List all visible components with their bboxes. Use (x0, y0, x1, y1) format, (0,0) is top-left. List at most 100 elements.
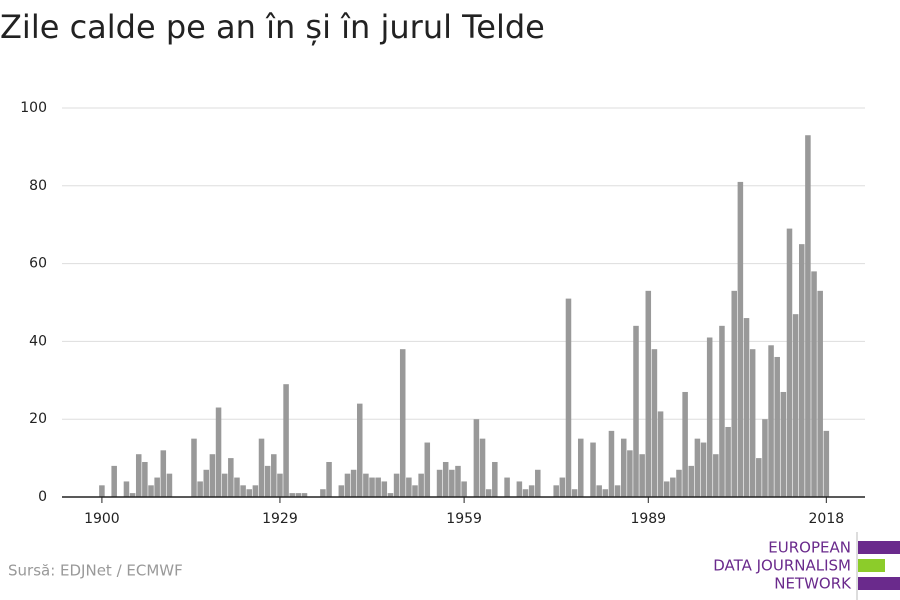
bar (148, 485, 154, 497)
bar (455, 465, 461, 497)
bar (663, 481, 670, 497)
bar (412, 485, 418, 497)
bar (436, 469, 443, 497)
logo-bar (858, 559, 885, 572)
bar (737, 181, 744, 497)
y-tick-label: 80 (29, 178, 47, 194)
bar (792, 314, 799, 497)
logo-text: NETWORK (774, 575, 852, 593)
bar (535, 469, 541, 497)
bar (461, 481, 467, 497)
bar (768, 345, 774, 497)
bar (700, 442, 707, 497)
bar (209, 454, 216, 497)
bar (706, 337, 713, 497)
bar (731, 290, 737, 497)
bar (289, 493, 295, 497)
bar (786, 228, 793, 497)
bar (369, 477, 375, 497)
bar (264, 465, 271, 497)
bar (203, 469, 210, 497)
bar (375, 477, 381, 497)
bar (504, 477, 510, 497)
bar (479, 438, 486, 497)
bar (719, 325, 725, 497)
bar (399, 349, 406, 497)
bar (252, 485, 259, 497)
bar (571, 489, 578, 497)
bar (295, 493, 302, 497)
bar (123, 481, 130, 497)
bar (387, 493, 394, 497)
bar (215, 407, 222, 497)
bar (485, 489, 492, 497)
bar (246, 489, 253, 497)
bar (676, 469, 682, 497)
source: Sursă: EDJNet / ECMWF (8, 562, 183, 580)
bar (381, 481, 388, 497)
bar (614, 485, 621, 497)
bar (651, 349, 658, 497)
bar (449, 469, 455, 497)
bar (363, 473, 369, 497)
logo-text: DATA JOURNALISM (713, 557, 851, 575)
bar (657, 411, 664, 497)
bar (620, 438, 627, 497)
x-tick-label: 1900 (84, 511, 120, 527)
bar (406, 477, 412, 497)
bar (780, 391, 787, 497)
bar (633, 325, 639, 497)
bar (645, 290, 652, 497)
bar (713, 454, 719, 497)
y-tick-label: 100 (20, 100, 47, 116)
bar (725, 426, 731, 497)
bar (682, 391, 688, 497)
bar (258, 438, 265, 497)
bar (756, 458, 762, 497)
bar (111, 465, 117, 497)
bar (639, 454, 645, 497)
bar (670, 477, 676, 497)
bar (338, 485, 345, 497)
bar (805, 135, 811, 498)
bar (418, 473, 424, 497)
bar (608, 430, 615, 497)
bar (774, 356, 780, 497)
bar (129, 493, 136, 497)
bar (240, 485, 246, 497)
bar (221, 473, 228, 497)
logo-text: EUROPEAN (768, 539, 851, 557)
bar (749, 349, 756, 497)
bar (356, 403, 363, 497)
bar (142, 461, 148, 497)
bar (350, 469, 357, 497)
bar (743, 318, 750, 497)
bar (553, 485, 559, 497)
y-tick-label: 20 (29, 411, 47, 427)
bar (492, 461, 498, 497)
logo-bar (858, 577, 900, 590)
bar (326, 461, 332, 497)
chart-title: Zile calde pe an în și în jurul Telde (0, 8, 545, 46)
bar (277, 473, 283, 497)
bar (799, 244, 805, 497)
bar (154, 477, 160, 497)
x-tick-label: 2018 (809, 511, 845, 527)
bar (301, 493, 308, 497)
bar (197, 481, 203, 497)
bar (344, 473, 351, 497)
bar (516, 481, 523, 497)
bar (99, 485, 105, 497)
y-tick-label: 0 (38, 489, 47, 505)
bar (559, 477, 566, 497)
bar (283, 384, 289, 497)
bar (817, 290, 823, 497)
logo: EUROPEAN DATA JOURNALISM NETWORK (713, 532, 900, 600)
x-tick-label: 1929 (262, 511, 298, 527)
bar (522, 489, 529, 497)
bar (811, 271, 817, 497)
bar (166, 473, 173, 497)
y-tick-label: 40 (29, 333, 47, 349)
logo-bar (858, 541, 900, 554)
